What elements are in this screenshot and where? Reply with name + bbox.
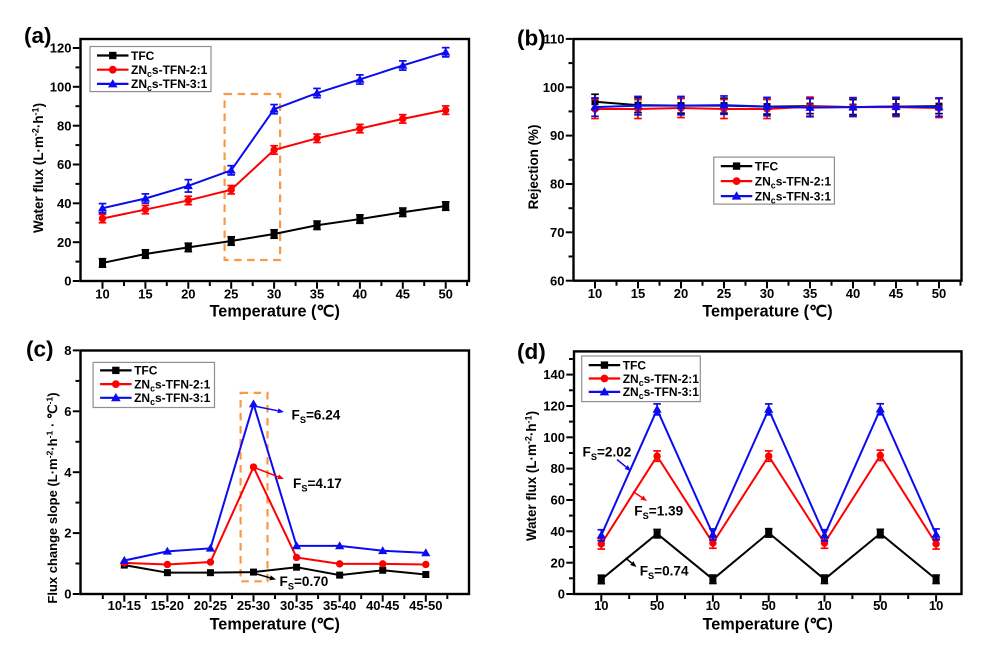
svg-text:30-35: 30-35 xyxy=(280,598,313,613)
svg-text:(d): (d) xyxy=(517,339,546,364)
svg-text:ZNcs-TFN-3:1: ZNcs-TFN-3:1 xyxy=(755,189,832,205)
svg-text:2: 2 xyxy=(64,526,71,541)
svg-text:120: 120 xyxy=(50,41,72,56)
svg-text:0: 0 xyxy=(64,274,71,289)
svg-text:60: 60 xyxy=(57,157,71,172)
svg-text:10: 10 xyxy=(588,286,602,301)
svg-text:10: 10 xyxy=(594,598,608,613)
svg-text:FS=6.24: FS=6.24 xyxy=(292,408,341,426)
svg-text:FS=0.70: FS=0.70 xyxy=(280,574,329,592)
svg-text:50: 50 xyxy=(650,598,664,613)
svg-text:35: 35 xyxy=(803,286,817,301)
svg-text:35-40: 35-40 xyxy=(323,598,356,613)
svg-text:25: 25 xyxy=(717,286,731,301)
svg-text:50: 50 xyxy=(932,286,946,301)
svg-text:20-25: 20-25 xyxy=(194,598,227,613)
svg-text:0: 0 xyxy=(558,587,565,602)
svg-text:100: 100 xyxy=(543,80,565,95)
svg-text:120: 120 xyxy=(543,399,565,414)
svg-text:TFC: TFC xyxy=(134,364,158,378)
svg-text:20: 20 xyxy=(57,235,71,250)
svg-text:50: 50 xyxy=(438,286,452,301)
svg-text:6: 6 xyxy=(64,404,71,419)
svg-text:40: 40 xyxy=(353,286,367,301)
svg-text:20: 20 xyxy=(551,555,565,570)
svg-text:15: 15 xyxy=(138,286,152,301)
svg-text:8: 8 xyxy=(64,343,71,358)
svg-text:ZNcs-TFN-2:1: ZNcs-TFN-2:1 xyxy=(755,174,832,190)
svg-text:80: 80 xyxy=(57,118,71,133)
svg-text:45: 45 xyxy=(889,286,903,301)
svg-text:TFC: TFC xyxy=(131,49,155,63)
svg-text:40-45: 40-45 xyxy=(366,598,399,613)
svg-text:FS=0.74: FS=0.74 xyxy=(640,564,689,582)
svg-text:(c): (c) xyxy=(26,337,54,362)
svg-text:25-30: 25-30 xyxy=(237,598,270,613)
svg-text:25: 25 xyxy=(224,286,238,301)
svg-text:10: 10 xyxy=(929,598,943,613)
svg-text:(b): (b) xyxy=(517,26,546,51)
svg-text:FS=1.39: FS=1.39 xyxy=(634,504,683,522)
svg-text:35: 35 xyxy=(310,286,324,301)
svg-text:30: 30 xyxy=(760,286,774,301)
svg-text:20: 20 xyxy=(181,286,195,301)
svg-text:100: 100 xyxy=(50,79,72,94)
svg-text:50: 50 xyxy=(761,598,775,613)
svg-text:Flux change slope (L·m-2·h-1 ·: Flux change slope (L·m-2·h-1 · ℃-1) xyxy=(45,392,60,603)
svg-text:10-15: 10-15 xyxy=(108,598,141,613)
svg-text:ZNcs-TFN-3:1: ZNcs-TFN-3:1 xyxy=(134,391,211,407)
svg-text:40: 40 xyxy=(846,286,860,301)
svg-text:10: 10 xyxy=(706,598,720,613)
svg-text:100: 100 xyxy=(543,430,565,445)
svg-text:FS=2.02: FS=2.02 xyxy=(583,445,632,463)
svg-text:30: 30 xyxy=(267,286,281,301)
svg-text:80: 80 xyxy=(550,177,564,192)
svg-text:15-20: 15-20 xyxy=(151,598,184,613)
svg-text:10: 10 xyxy=(95,286,109,301)
svg-text:80: 80 xyxy=(551,461,565,476)
svg-text:70: 70 xyxy=(550,225,564,240)
svg-text:TFC: TFC xyxy=(623,358,647,372)
svg-text:Temperature (℃): Temperature (℃) xyxy=(703,616,833,634)
svg-text:Water flux (L·m-2·h-1): Water flux (L·m-2·h-1) xyxy=(30,103,46,233)
svg-text:Temperature (℃): Temperature (℃) xyxy=(702,303,832,321)
svg-text:ZNcs-TFN-3:1: ZNcs-TFN-3:1 xyxy=(623,385,700,401)
svg-text:0: 0 xyxy=(64,587,71,602)
svg-text:45: 45 xyxy=(396,286,410,301)
svg-text:110: 110 xyxy=(544,32,565,47)
svg-text:TFC: TFC xyxy=(755,159,779,173)
svg-text:(a): (a) xyxy=(24,23,52,48)
svg-text:60: 60 xyxy=(551,493,565,508)
svg-text:140: 140 xyxy=(543,367,565,382)
svg-text:40: 40 xyxy=(551,524,565,539)
svg-text:Rejection (%): Rejection (%) xyxy=(526,125,541,210)
svg-text:45-50: 45-50 xyxy=(409,598,442,613)
svg-text:50: 50 xyxy=(873,598,887,613)
svg-text:Temperature (℃): Temperature (℃) xyxy=(210,303,340,321)
svg-text:90: 90 xyxy=(550,128,564,143)
svg-text:40: 40 xyxy=(57,196,71,211)
svg-text:15: 15 xyxy=(631,286,645,301)
svg-text:Temperature (℃): Temperature (℃) xyxy=(210,616,340,634)
svg-text:60: 60 xyxy=(550,273,564,288)
svg-text:ZNcs-TFN-3:1: ZNcs-TFN-3:1 xyxy=(131,77,208,93)
svg-text:20: 20 xyxy=(674,286,688,301)
svg-text:Water flux (L·m-2·h-1): Water flux (L·m-2·h-1) xyxy=(523,411,539,541)
svg-text:10: 10 xyxy=(817,598,831,613)
svg-text:FS=4.17: FS=4.17 xyxy=(293,476,342,494)
svg-text:4: 4 xyxy=(64,465,72,480)
